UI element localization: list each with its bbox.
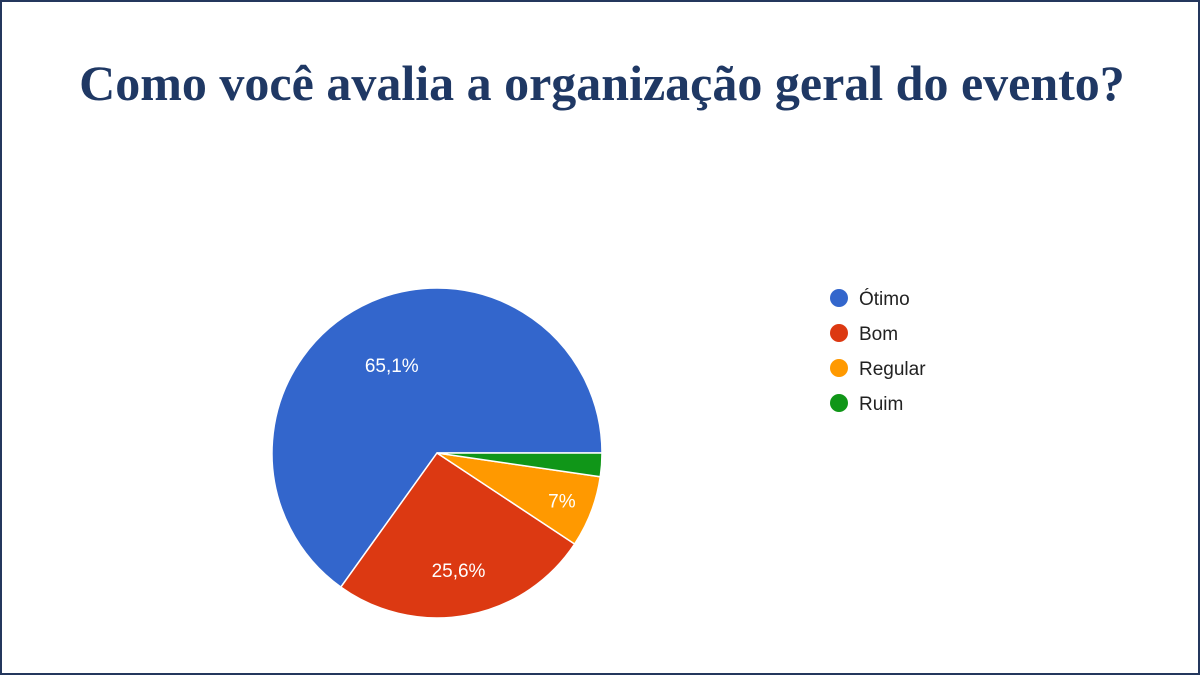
slice-label-bom: 25,6%: [432, 561, 486, 582]
pie-slice-bom: [339, 451, 576, 619]
pie-slices: [271, 287, 603, 619]
legend-marker-bom: [830, 324, 848, 342]
legend-marker-ruim: [830, 394, 848, 412]
legend-marker-otimo: [830, 289, 848, 307]
chart-title: Como você avalia a organização geral do …: [79, 55, 1125, 111]
legend-label-regular: Regular: [859, 359, 926, 380]
pie-slice-ruim: [436, 452, 603, 478]
legend-marker-regular: [830, 359, 848, 377]
legend-label-otimo: Ótimo: [859, 288, 910, 310]
slice-labels: 65,1% 25,6% 7%: [365, 356, 576, 582]
legend-label-bom: Bom: [859, 324, 898, 345]
pie-slice-otimo: [271, 287, 603, 589]
legend: Ótimo Bom Regular Ruim: [830, 288, 926, 415]
legend-label-ruim: Ruim: [859, 394, 903, 415]
slice-label-otimo: 65,1%: [365, 356, 419, 377]
slice-label-regular: 7%: [548, 492, 576, 513]
